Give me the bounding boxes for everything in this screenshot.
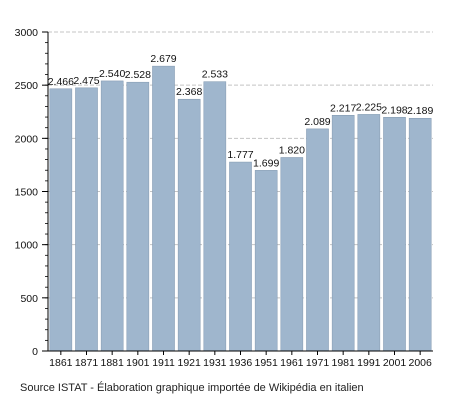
x-tick-label-1911: 1911 — [152, 357, 175, 369]
y-tick-label-2000: 2000 — [15, 133, 39, 145]
data-label-1936: 1.777 — [227, 149, 253, 161]
bar-1931 — [203, 81, 227, 352]
bar-2001 — [383, 117, 406, 352]
bar-1861 — [49, 88, 73, 352]
data-label-1861: 2.466 — [48, 76, 74, 88]
data-label-1961: 1.820 — [279, 144, 305, 156]
x-tick-label-1971: 1971 — [306, 357, 330, 369]
bar-1901 — [126, 81, 150, 352]
x-tick-label-1961: 1961 — [280, 357, 304, 369]
x-tick-label-2006: 2006 — [408, 357, 432, 369]
data-label-1931: 2.533 — [202, 69, 228, 81]
x-tick-label-1921: 1921 — [177, 357, 201, 369]
y-tick-label-1500: 1500 — [15, 187, 39, 199]
x-tick-label-1936: 1936 — [229, 357, 253, 369]
bar-1921 — [177, 98, 201, 352]
bar-1951 — [254, 170, 278, 352]
y-tick-label-3000: 3000 — [15, 27, 39, 39]
bar-2006 — [408, 117, 432, 352]
x-tick-label-1871: 1871 — [75, 357, 99, 369]
data-label-1901: 2.528 — [125, 69, 151, 81]
x-tick-label-1931: 1931 — [203, 357, 227, 369]
data-label-1921: 2.368 — [176, 86, 202, 98]
bar-1881 — [100, 80, 124, 352]
bar-1936 — [229, 161, 252, 352]
data-label-1881: 2.540 — [99, 68, 125, 80]
data-label-2006: 2.189 — [407, 105, 433, 117]
y-tick-label-500: 500 — [20, 293, 38, 305]
y-tick-label-1000: 1000 — [15, 240, 39, 252]
x-tick-label-1951: 1951 — [254, 357, 278, 369]
bar-chart: 2.466 1861 2.475 1871 2.540 1881 2.528 1901 2.67… — [15, 27, 434, 369]
data-label-1951: 1.699 — [253, 157, 279, 169]
data-label-1911: 2.679 — [150, 53, 176, 65]
x-tick-label-2001: 2001 — [383, 357, 407, 369]
bar-1981 — [331, 115, 355, 352]
data-label-1871: 2.475 — [73, 75, 99, 87]
x-tick-label-1981: 1981 — [331, 357, 355, 369]
bar-1971 — [306, 128, 329, 352]
x-tick-label-1861: 1861 — [49, 357, 73, 369]
data-label-2001: 2.198 — [381, 104, 407, 116]
bar-1991 — [357, 114, 381, 352]
bar-1911 — [152, 65, 175, 352]
y-tick-label-2500: 2500 — [15, 80, 39, 92]
y-tick-label-0: 0 — [32, 346, 38, 358]
data-label-1991: 2.225 — [356, 101, 382, 113]
data-label-1971: 2.089 — [304, 116, 330, 128]
x-tick-label-1881: 1881 — [100, 357, 124, 369]
data-label-1981: 2.217 — [330, 102, 356, 114]
bar-1871 — [75, 87, 98, 352]
x-tick-label-1901: 1901 — [126, 357, 150, 369]
x-tick-label-1991: 1991 — [357, 357, 381, 369]
source-note: Source ISTAT - Élaboration graphique imp… — [20, 382, 364, 394]
bar-1961 — [280, 157, 304, 352]
